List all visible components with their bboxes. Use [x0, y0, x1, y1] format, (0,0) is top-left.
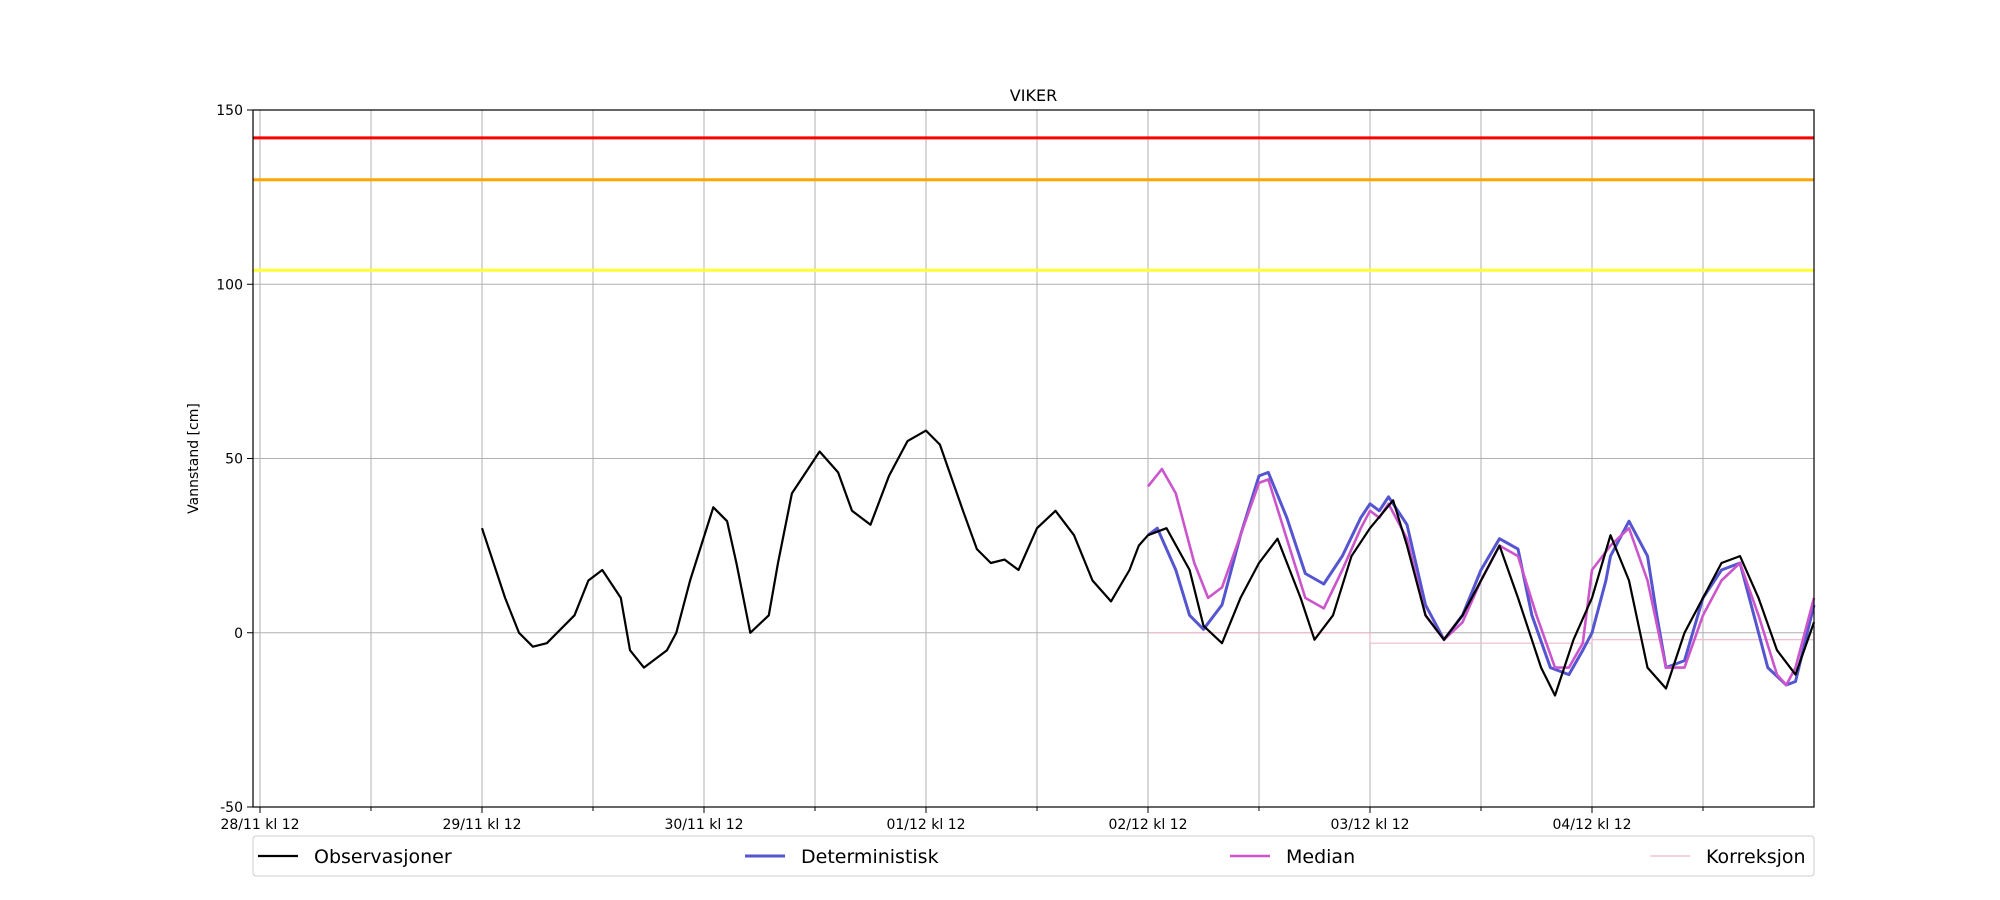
x-tick-label: 04/12 kl 12: [1552, 817, 1631, 833]
x-tick-label: 02/12 kl 12: [1108, 817, 1187, 833]
legend: Observasjoner Deterministisk Median Korreks…: [252, 835, 1815, 877]
series-layer: [480, 429, 1816, 697]
y-tick-label: -50: [220, 800, 243, 816]
series-line-observasjoner: [480, 429, 1816, 697]
y-tick-label: 50: [225, 452, 243, 468]
series-line-korreksjon: [1148, 632, 1814, 644]
y-tick-label: 100: [216, 277, 243, 293]
x-tick-label: 28/11 kl 12: [220, 817, 299, 833]
x-tick-label: 03/12 kl 12: [1330, 817, 1409, 833]
x-tick-label: 01/12 kl 12: [886, 817, 965, 833]
axis-ticks: 28/11 kl 12 29/11 kl 12 30/11 kl 12 01/12 k…: [216, 103, 1704, 833]
series-line-deterministisk: [1147, 470, 1816, 687]
y-tick-label: 150: [216, 103, 243, 119]
y-axis-label: Vannstand [cm]: [186, 403, 202, 514]
legend-label: Observasjoner: [314, 846, 452, 868]
legend-label: Deterministisk: [801, 846, 939, 868]
threshold-lines: [253, 136, 1814, 272]
y-tick-label: 0: [234, 626, 243, 642]
chart-title: VIKER: [1010, 86, 1057, 105]
legend-label: Korreksjon: [1706, 846, 1806, 868]
x-tick-label: 29/11 kl 12: [442, 817, 521, 833]
grid: [253, 109, 1814, 808]
x-tick-label: 30/11 kl 12: [664, 817, 743, 833]
legend-box: [252, 835, 1815, 877]
legend-label: Median: [1286, 846, 1355, 868]
series-line-median: [1146, 467, 1816, 687]
